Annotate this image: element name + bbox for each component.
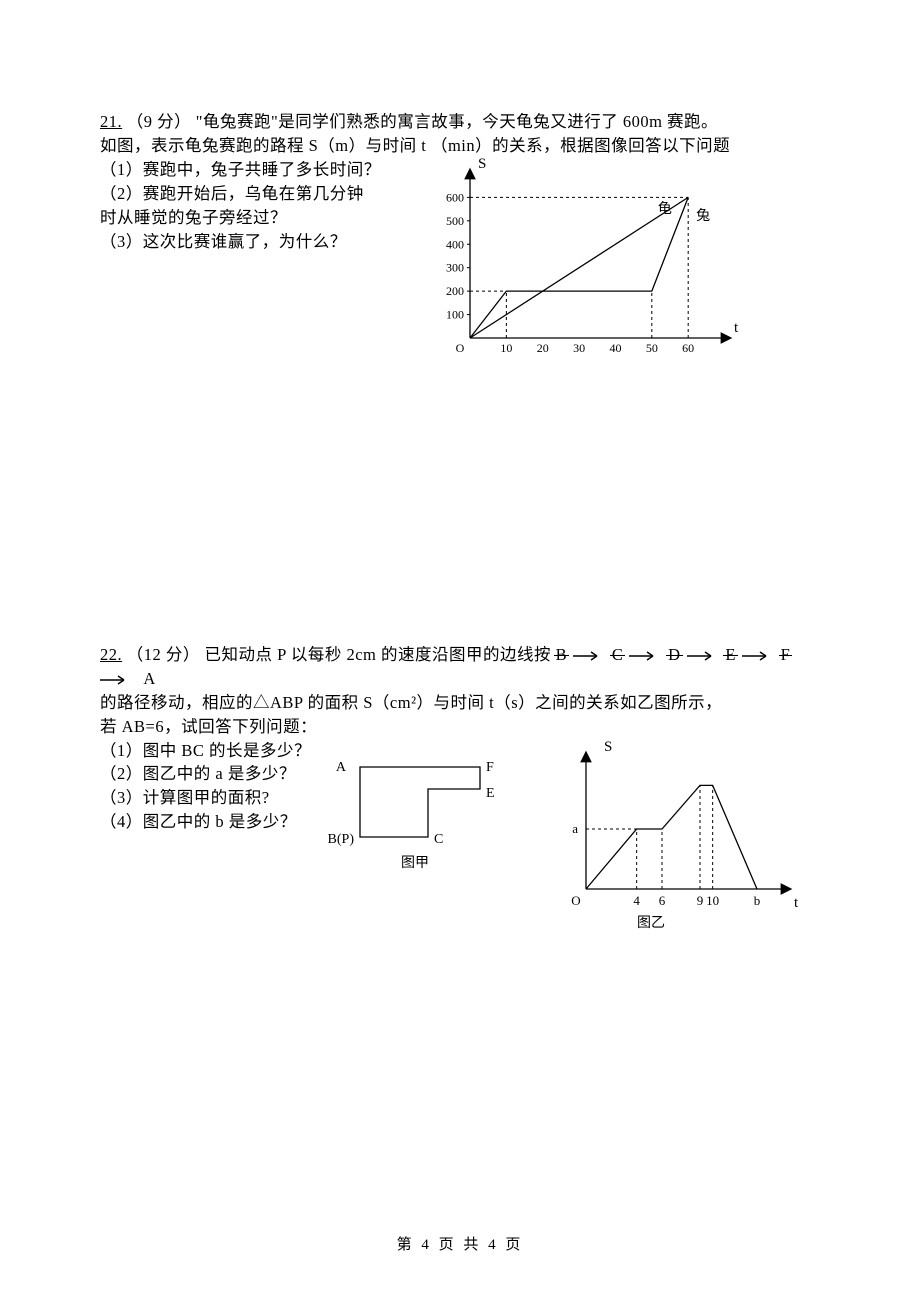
q21-number: 21. — [100, 112, 122, 131]
svg-text:O: O — [571, 893, 580, 908]
q21-subquestions: （1）赛跑中，兔子共睡了多长时间？ （2）赛跑开始后，乌龟在第几分钟 时从睡觉的… — [100, 158, 420, 254]
q22-intro2: 的路径移动，相应的△ABP 的面积 S（cm²）与时间 t（s）之间的关系如乙图… — [100, 691, 820, 715]
q21-intro2: 如图，表示龟兔赛跑的路程 S（m）与时间 t （min）的关系，根据图像回答以下… — [100, 134, 820, 158]
q21-points: （9 分） — [127, 112, 191, 131]
svg-text:4: 4 — [633, 893, 640, 908]
q22-text-full: 22. （12 分） 已知动点 P 以每秒 2cm 的速度沿图甲的边线按 B C… — [100, 643, 820, 739]
svg-text:C: C — [434, 832, 443, 847]
svg-text:E: E — [486, 786, 495, 801]
svg-text:40: 40 — [609, 341, 621, 355]
svg-text:t: t — [794, 895, 799, 911]
svg-text:S: S — [604, 739, 612, 755]
svg-text:500: 500 — [446, 214, 464, 228]
q22-subquestions: （1）图中 BC 的长是多少？ （2）图乙中的 a 是多少？ （3）计算图甲的面… — [100, 739, 320, 835]
svg-text:6: 6 — [659, 893, 666, 908]
q22-diagram-jia: A FE C B(P) 图甲 — [320, 739, 520, 889]
page-footer: 第 4 页 共 4 页 — [0, 1233, 920, 1254]
svg-text:图甲: 图甲 — [401, 856, 429, 871]
svg-text:300: 300 — [446, 261, 464, 275]
svg-text:F: F — [486, 760, 494, 775]
q21-text-full: 21. （9 分） "龟兔赛跑"是同学们熟悉的寓言故事，今天龟兔又进行了 600… — [100, 110, 820, 158]
svg-text:400: 400 — [446, 237, 464, 251]
page: 21. （9 分） "龟兔赛跑"是同学们熟悉的寓言故事，今天龟兔又进行了 600… — [0, 0, 920, 1302]
svg-text:50: 50 — [646, 341, 658, 355]
svg-text:B(P): B(P) — [328, 832, 355, 847]
q21-sub1: （1）赛跑中，兔子共睡了多长时间？ — [100, 158, 420, 182]
q21-sub3: （3）这次比赛谁赢了，为什么？ — [100, 230, 420, 254]
svg-text:60: 60 — [682, 341, 694, 355]
q21-chart: 10 20 30 40 50 60 100 200 300 400 500 600 O St 龟 兔 — [420, 158, 760, 378]
q22-sub1: （1）图中 BC 的长是多少？ — [100, 739, 320, 763]
question-22: 22. （12 分） 已知动点 P 以每秒 2cm 的速度沿图甲的边线按 B C… — [100, 643, 820, 944]
q22-sub3: （3）计算图甲的面积? — [100, 786, 320, 810]
q22-diagram-yi: 4 6 910 b a O St 图乙 — [550, 739, 810, 939]
svg-text:600: 600 — [446, 190, 464, 204]
svg-text:10: 10 — [500, 341, 512, 355]
svg-text:9: 9 — [697, 893, 704, 908]
svg-text:龟: 龟 — [658, 201, 672, 217]
svg-text:t: t — [734, 320, 739, 336]
q22-number: 22. — [100, 645, 122, 664]
q21-chart-slot: 10 20 30 40 50 60 100 200 300 400 500 600 O St 龟 兔 — [420, 158, 760, 383]
q22-intro3: 若 AB=6，试回答下列问题： — [100, 715, 820, 739]
svg-text:200: 200 — [446, 284, 464, 298]
q21-sub2a: （2）赛跑开始后，乌龟在第几分钟 — [100, 182, 420, 206]
q22-yi-slot: 4 6 910 b a O St 图乙 — [550, 739, 810, 944]
q22-intro1a: 已知动点 P 以每秒 2cm 的速度沿图甲的边线按 — [205, 645, 556, 664]
svg-text:20: 20 — [537, 341, 549, 355]
svg-text:30: 30 — [573, 341, 585, 355]
svg-text:图乙: 图乙 — [637, 915, 665, 931]
svg-text:S: S — [478, 158, 486, 172]
svg-text:a: a — [572, 821, 578, 836]
question-21: 21. （9 分） "龟兔赛跑"是同学们熟悉的寓言故事，今天龟兔又进行了 600… — [100, 110, 820, 383]
q22-sub4: （4）图乙中的 b 是多少？ — [100, 810, 320, 834]
q22-jia-slot: A FE C B(P) 图甲 — [320, 739, 520, 894]
svg-text:O: O — [456, 341, 465, 355]
q22-points: （12 分） — [127, 645, 200, 664]
svg-text:A: A — [336, 760, 347, 775]
svg-text:兔: 兔 — [696, 208, 710, 224]
q21-sub2b: 时从睡觉的兔子旁经过？ — [100, 206, 420, 230]
svg-text:10: 10 — [706, 893, 719, 908]
q21-intro1: "龟兔赛跑"是同学们熟悉的寓言故事，今天龟兔又进行了 600m 赛跑。 — [196, 112, 718, 131]
svg-text:100: 100 — [446, 307, 464, 321]
q22-sub2: （2）图乙中的 a 是多少？ — [100, 762, 320, 786]
svg-text:b: b — [754, 893, 761, 908]
